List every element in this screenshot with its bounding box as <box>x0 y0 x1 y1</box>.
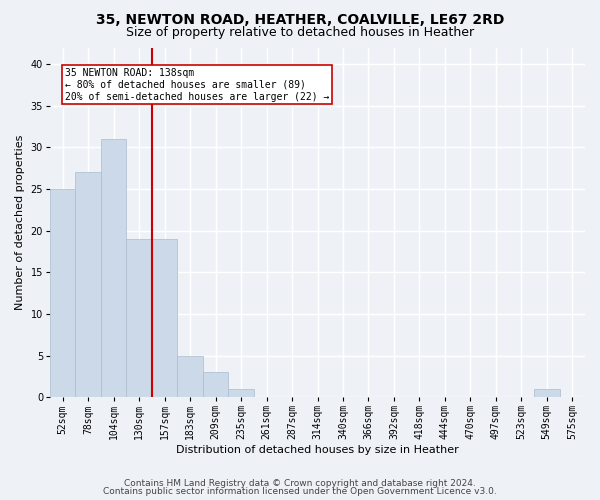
Text: Contains HM Land Registry data © Crown copyright and database right 2024.: Contains HM Land Registry data © Crown c… <box>124 478 476 488</box>
Text: Contains public sector information licensed under the Open Government Licence v3: Contains public sector information licen… <box>103 487 497 496</box>
Bar <box>76 172 101 397</box>
Bar <box>229 389 254 397</box>
Bar <box>152 239 178 397</box>
Bar <box>534 389 560 397</box>
Bar <box>127 239 152 397</box>
Y-axis label: Number of detached properties: Number of detached properties <box>15 134 25 310</box>
Bar <box>178 356 203 397</box>
Bar <box>101 139 127 397</box>
X-axis label: Distribution of detached houses by size in Heather: Distribution of detached houses by size … <box>176 445 459 455</box>
Text: 35 NEWTON ROAD: 138sqm
← 80% of detached houses are smaller (89)
20% of semi-det: 35 NEWTON ROAD: 138sqm ← 80% of detached… <box>65 68 329 102</box>
Text: 35, NEWTON ROAD, HEATHER, COALVILLE, LE67 2RD: 35, NEWTON ROAD, HEATHER, COALVILLE, LE6… <box>96 12 504 26</box>
Bar <box>203 372 229 397</box>
Text: Size of property relative to detached houses in Heather: Size of property relative to detached ho… <box>126 26 474 39</box>
Bar <box>50 189 76 397</box>
